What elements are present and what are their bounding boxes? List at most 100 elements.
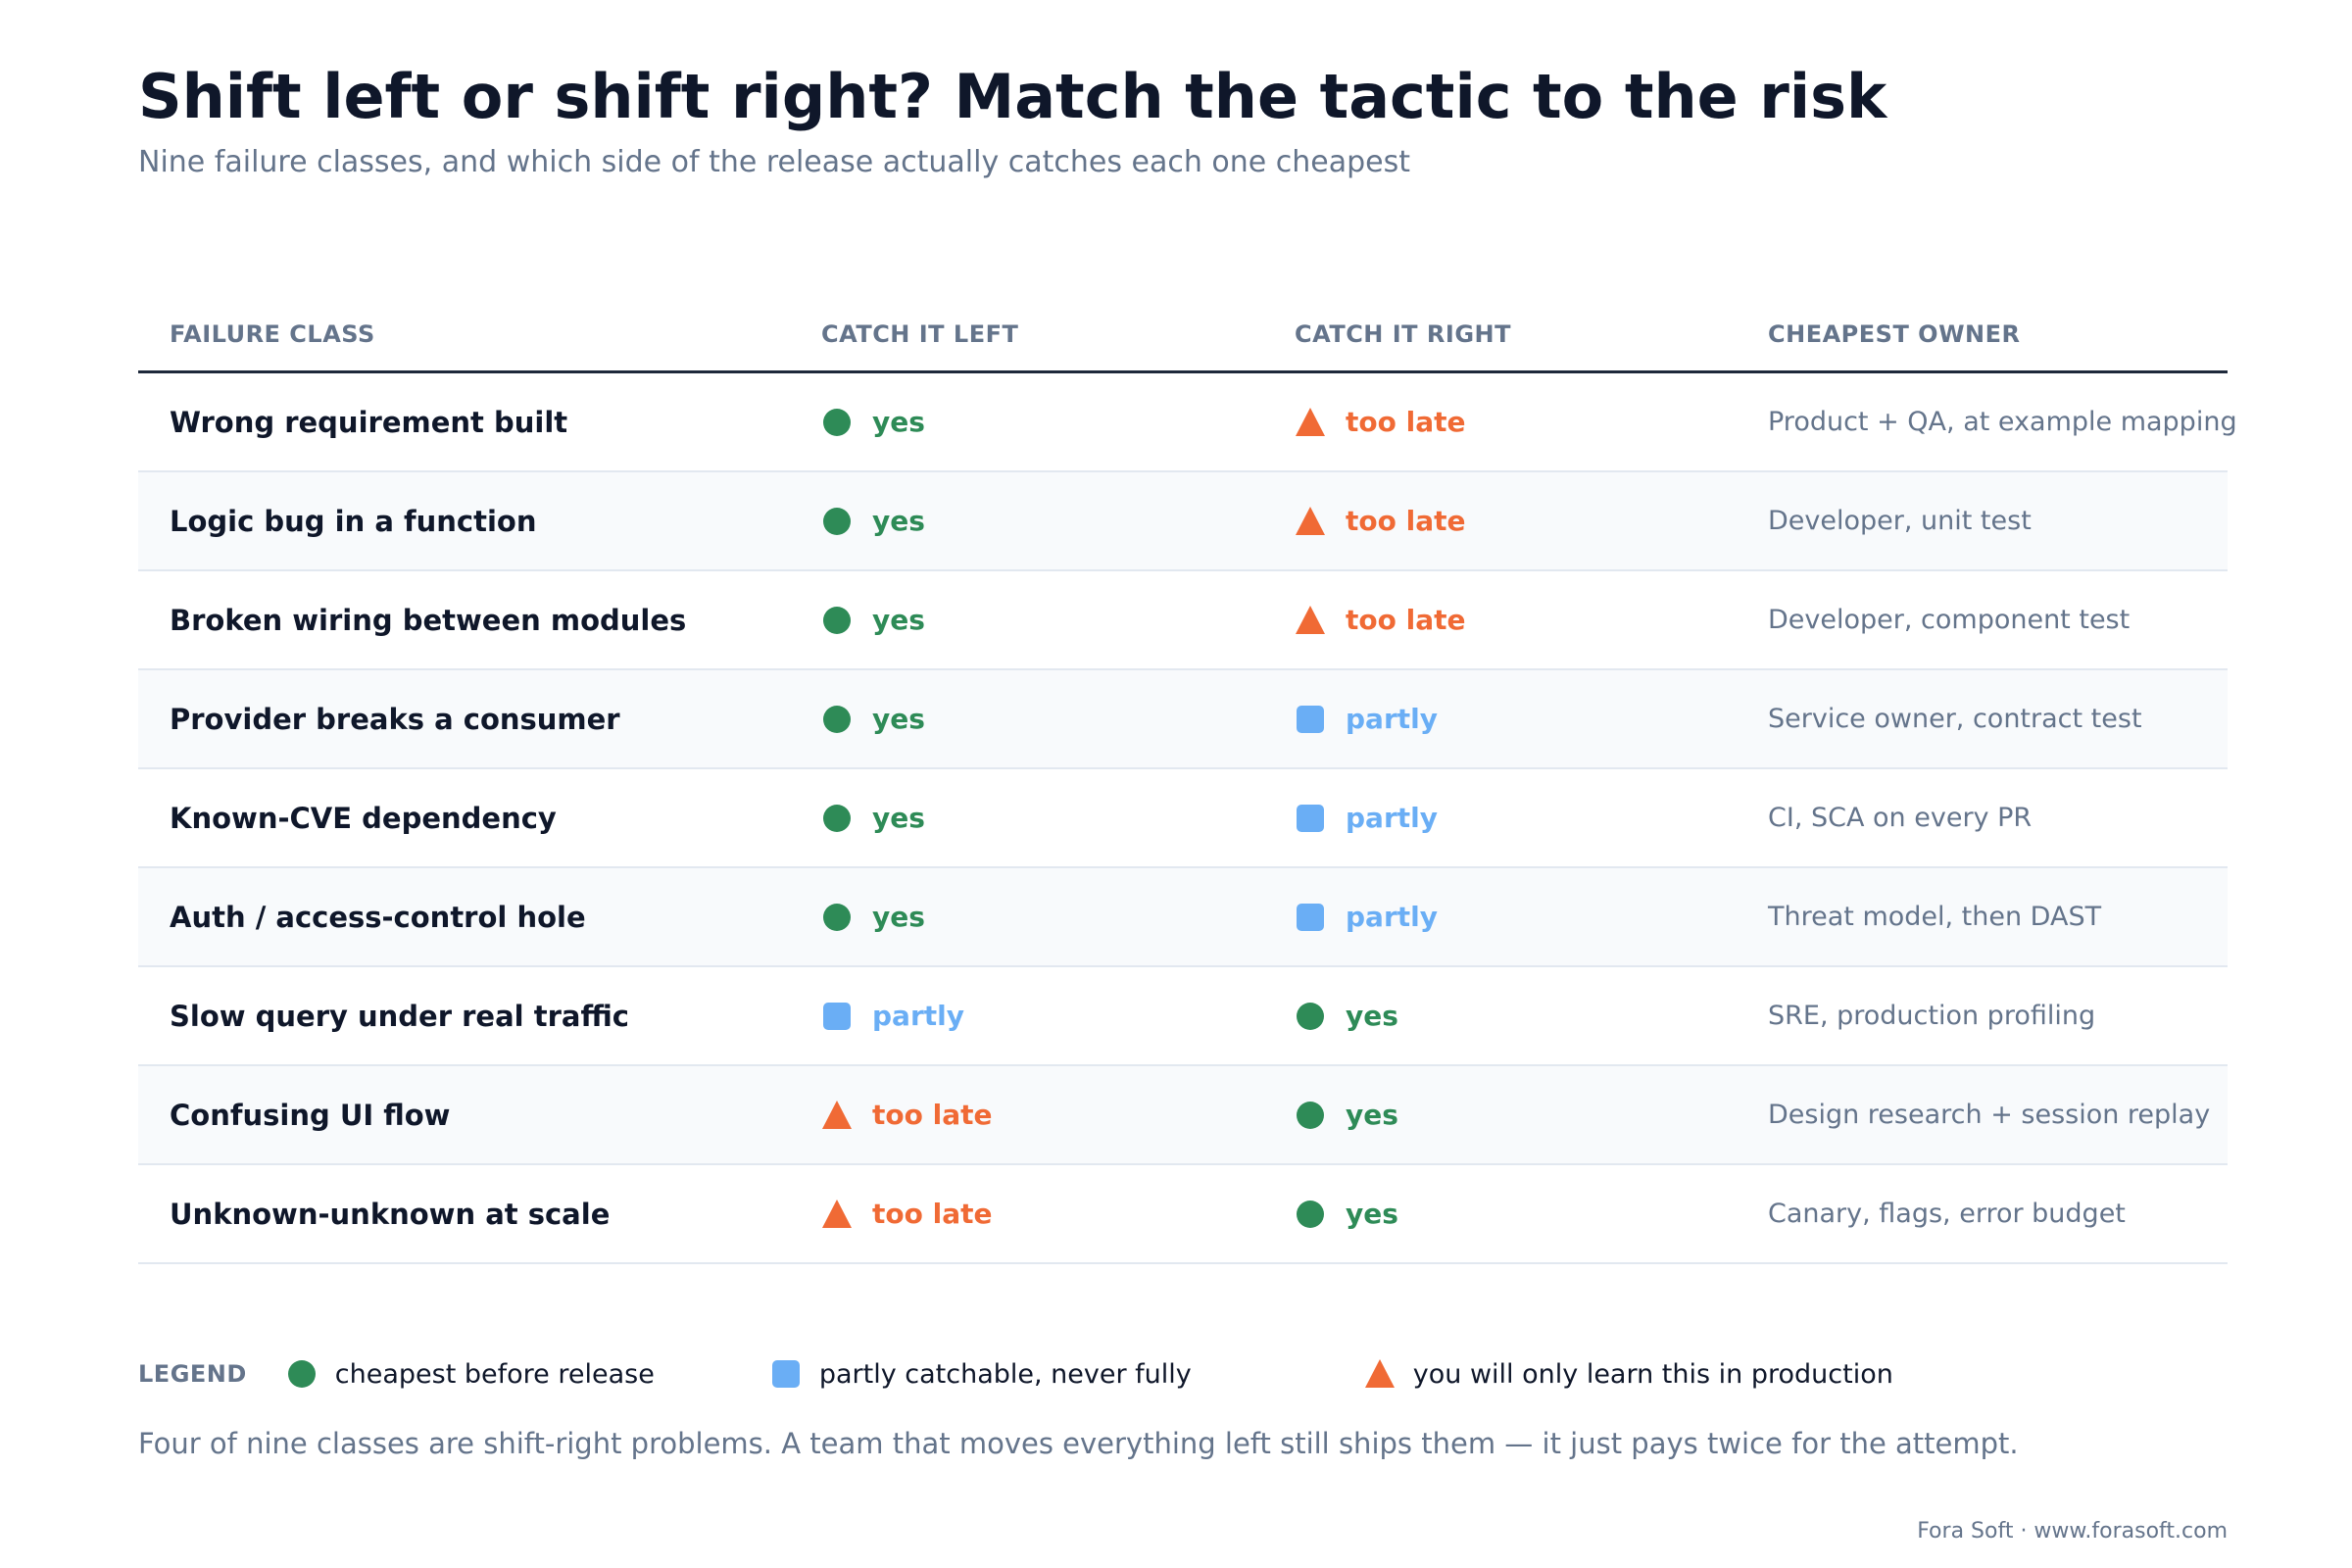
circle-icon [823,903,851,931]
legend-item-yes: cheapest before release [286,1358,655,1390]
catch-left-cell: yes [821,472,925,569]
catch-left-cell: yes [821,769,925,866]
header-catch-right: CATCH IT RIGHT [1295,320,1511,348]
header-failure-class: FAILURE CLASS [170,320,375,348]
owner-cell: SRE, production profiling [1768,1001,2096,1031]
catch-right-cell: too late [1295,472,1465,569]
status-too-late: too late [1295,604,1465,636]
catch-left-cell: too late [821,1066,992,1163]
catch-right-cell: too late [1295,571,1465,668]
status-label: too late [1346,505,1466,537]
legend-item-text: you will only learn this in production [1412,1358,1893,1390]
status-yes: yes [1295,1000,1398,1032]
status-label: partly [872,1000,964,1032]
owner-cell: Developer, unit test [1768,506,2032,536]
table-row: Unknown-unknown at scale too late yes Canar… [138,1165,2228,1264]
table-row: Known-CVE dependency yes partly CI, SCA on … [138,769,2228,868]
triangle-icon [822,1199,852,1228]
status-label: yes [872,406,925,438]
status-partly: partly [821,1000,964,1032]
status-yes: yes [821,406,925,438]
status-label: yes [1346,1198,1398,1230]
circle-icon [823,705,851,733]
status-yes: yes [821,505,925,537]
circle-icon [823,606,851,634]
owner-cell: Threat model, then DAST [1768,902,2102,932]
status-label: too late [1346,406,1466,438]
catch-right-cell: partly [1295,769,1438,866]
circle-icon [823,804,851,832]
status-label: yes [1346,1000,1398,1032]
status-label: too late [872,1198,993,1230]
legend-item-too-late: you will only learn this in production [1364,1358,1893,1390]
square-icon [1297,903,1324,931]
catch-left-cell: partly [821,967,964,1064]
catch-left-cell: yes [821,571,925,668]
header-owner: CHEAPEST OWNER [1768,320,2021,348]
status-partly: partly [1295,802,1438,834]
failure-class-cell: Broken wiring between modules [170,603,687,637]
status-yes: yes [821,703,925,735]
credit: Fora Soft · www.forasoft.com [1917,1519,2228,1544]
circle-icon [823,408,851,436]
circle-icon [1297,1200,1324,1228]
legend-item-partly: partly catchable, never fully [770,1358,1192,1390]
circle-icon [823,507,851,535]
square-icon [1297,804,1324,832]
table-row: Slow query under real traffic partly yes SR… [138,967,2228,1066]
table-row: Confusing UI flow too late yes Design resea… [138,1066,2228,1165]
catch-left-cell: too late [821,1165,992,1262]
catch-right-cell: yes [1295,967,1398,1064]
circle-icon [1297,1002,1324,1030]
table-row: Broken wiring between modules yes too late… [138,571,2228,670]
status-yes: yes [1295,1099,1398,1131]
status-yes: yes [821,901,925,933]
failure-class-cell: Slow query under real traffic [170,999,629,1033]
catch-right-cell: partly [1295,868,1438,965]
status-yes: yes [1295,1198,1398,1230]
table-row: Provider breaks a consumer yes partly Servi… [138,670,2228,769]
table-row: Auth / access-control hole yes partly Threa… [138,868,2228,967]
status-yes: yes [821,604,925,636]
owner-cell: Service owner, contract test [1768,704,2142,734]
status-label: too late [872,1099,993,1131]
failure-class-cell: Auth / access-control hole [170,900,586,934]
status-partly: partly [1295,703,1438,735]
status-label: yes [872,802,925,834]
owner-cell: Developer, component test [1768,605,2131,635]
square-icon [1297,705,1324,733]
status-yes: yes [821,802,925,834]
catch-right-cell: too late [1295,373,1465,470]
status-too-late: too late [821,1198,992,1230]
triangle-icon [822,1100,852,1129]
circle-icon [1297,1101,1324,1129]
legend-label: LEGEND [138,1360,247,1388]
status-label: yes [872,703,925,735]
triangle-icon [1296,506,1325,535]
risk-table: FAILURE CLASS CATCH IT LEFT CATCH IT RIG… [138,294,2237,1264]
status-label: yes [872,901,925,933]
catch-right-cell: yes [1295,1066,1398,1163]
status-too-late: too late [821,1099,992,1131]
status-label: partly [1346,703,1438,735]
status-label: partly [1346,802,1438,834]
triangle-icon [1296,605,1325,634]
triangle-icon [1364,1359,1395,1388]
owner-cell: CI, SCA on every PR [1768,803,2033,833]
failure-class-cell: Unknown-unknown at scale [170,1197,611,1231]
failure-class-cell: Known-CVE dependency [170,801,557,835]
table-header: FAILURE CLASS CATCH IT LEFT CATCH IT RIG… [138,294,2228,373]
catch-right-cell: yes [1295,1165,1398,1262]
table-row: Wrong requirement built yes too late Produc… [138,373,2237,472]
failure-class-cell: Logic bug in a function [170,504,537,538]
status-label: yes [1346,1099,1398,1131]
catch-left-cell: yes [821,868,925,965]
triangle-icon [1296,407,1325,436]
status-partly: partly [1295,901,1438,933]
square-icon [823,1002,851,1030]
square-icon [771,1360,800,1388]
header-catch-left: CATCH IT LEFT [821,320,1019,348]
status-label: partly [1346,901,1438,933]
status-label: too late [1346,604,1466,636]
